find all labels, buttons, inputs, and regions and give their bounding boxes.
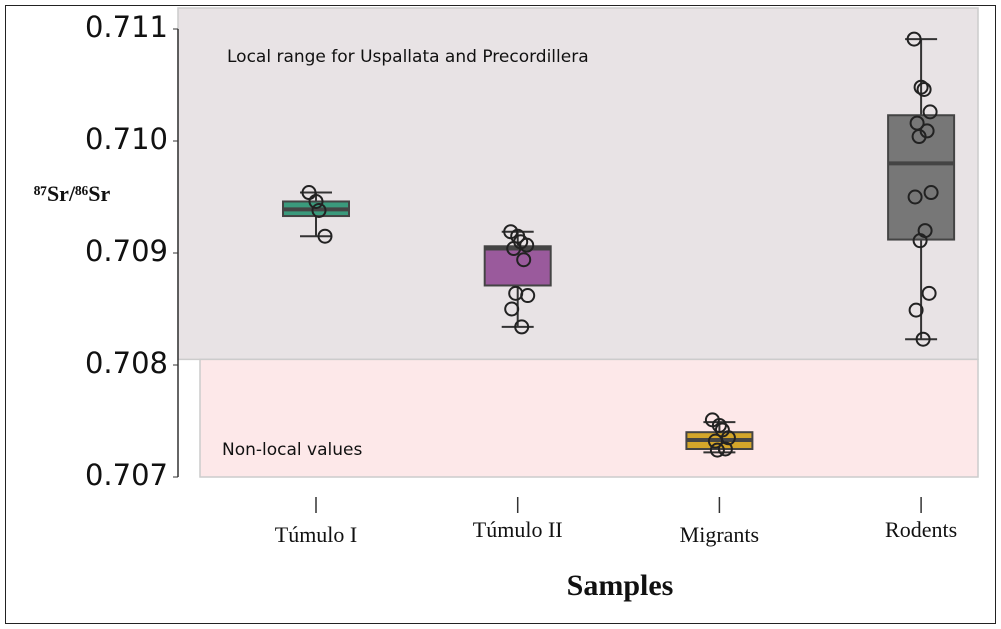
data-point <box>906 31 922 47</box>
data-point <box>907 189 923 205</box>
region-label: Non-local values <box>222 440 362 460</box>
region-label: Local range for Uspallata and Precordill… <box>227 47 589 67</box>
y-tick-label: 0.711 <box>85 10 168 44</box>
region <box>177 7 979 361</box>
data-point <box>514 319 530 335</box>
data-point <box>916 81 932 97</box>
box <box>483 245 552 287</box>
data-point <box>913 79 929 95</box>
data-point <box>311 202 327 218</box>
data-point <box>709 442 725 458</box>
data-point <box>915 331 931 347</box>
data-point <box>923 185 939 201</box>
data-point <box>506 241 522 257</box>
x-tick-label: Túmulo I <box>275 522 358 547</box>
x-tick-label: Túmulo II <box>473 517 563 542</box>
box <box>887 114 956 241</box>
x-axis-label: Samples <box>567 569 674 602</box>
y-tick-label: 0.707 <box>85 458 168 492</box>
data-point <box>317 228 333 244</box>
data-point <box>520 288 536 304</box>
data-point <box>911 129 927 145</box>
data-point <box>908 302 924 318</box>
y-tick-label: 0.708 <box>85 346 168 380</box>
data-point <box>912 233 928 249</box>
y-tick-label: 0.710 <box>85 122 168 156</box>
data-point <box>921 285 937 301</box>
data-point <box>717 441 733 457</box>
data-point <box>516 252 532 268</box>
region <box>199 358 979 478</box>
x-tick-label: Rodents <box>885 517 957 542</box>
x-tick-label: Migrants <box>680 522 759 547</box>
data-point <box>707 433 723 449</box>
data-point <box>308 193 324 209</box>
y-axis-label: ⁸⁷Sr/⁸⁶Sr <box>34 181 111 206</box>
y-tick-label: 0.709 <box>85 234 168 268</box>
data-point <box>504 301 520 317</box>
data-point <box>922 104 938 120</box>
